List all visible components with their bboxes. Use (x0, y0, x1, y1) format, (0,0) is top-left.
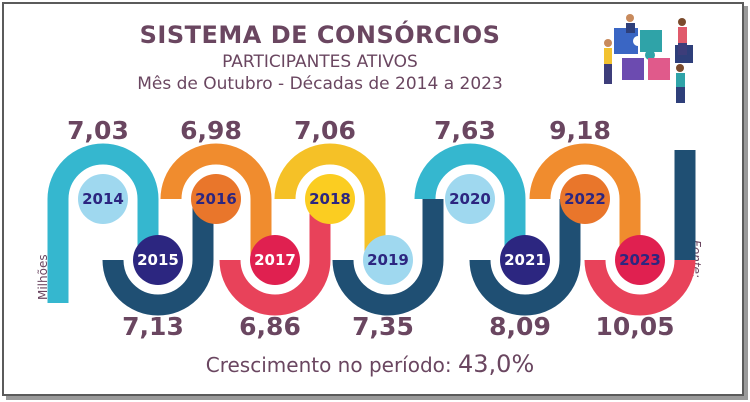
ribbon-segment-2016 (160, 143, 272, 200)
ribbon-segment-2017 (219, 259, 331, 316)
puzzle-piece-pink (648, 58, 670, 80)
person-head (676, 64, 684, 72)
person-head (626, 14, 634, 22)
year-badge-2019 (363, 235, 413, 285)
year-label: 2020 (449, 190, 491, 208)
value-label-2018: 7,06 (294, 116, 356, 145)
value-label-2019: 7,35 (352, 312, 414, 341)
person-legs (604, 64, 612, 84)
ribbon-segment-2018 (274, 143, 386, 200)
year-badge-2016 (191, 174, 241, 224)
value-label-2017: 6,86 (239, 312, 301, 341)
person-legs (678, 43, 687, 55)
value-labels: 7,03 7,13 6,98 6,86 7,06 7,35 7,63 8,09 9,18 10,0… (67, 116, 674, 341)
year-badge-2023 (615, 235, 665, 285)
chart-subtitle: PARTICIPANTES ATIVOS (222, 52, 418, 72)
chart-period: Mês de Outubro - Décadas de 2014 a 2023 (137, 74, 503, 94)
value-label-2014: 7,03 (67, 116, 129, 145)
ribbon-segment-2015 (102, 259, 214, 316)
ribbon-segment-2021 (469, 259, 581, 316)
year-label: 2022 (564, 190, 606, 208)
year-badge-2022 (560, 174, 610, 224)
person-body (678, 27, 687, 43)
year-label: 2014 (82, 190, 124, 208)
ribbon-segment-2022 (529, 143, 641, 200)
year-label: 2021 (504, 251, 546, 269)
year-label: 2018 (309, 190, 351, 208)
ribbon-segment-2020 (414, 143, 526, 200)
person-head (604, 39, 612, 47)
person-legs (676, 87, 685, 103)
year-badge-2014 (78, 174, 128, 224)
value-label-2016: 6,98 (180, 116, 242, 145)
value-label-2023: 10,05 (595, 312, 674, 341)
puzzle-piece-blue (614, 28, 638, 54)
year-badge-2021 (500, 235, 550, 285)
puzzle-piece-teal (640, 30, 662, 60)
growth-footer: Crescimento no período: 43,0% (0, 350, 740, 378)
value-label-2021: 8,09 (489, 312, 551, 341)
value-label-2015: 7,13 (122, 312, 184, 341)
value-label-2020: 7,63 (434, 116, 496, 145)
value-label-2022: 9,18 (549, 116, 611, 145)
chart-title: SISTEMA DE CONSÓRCIOS (139, 21, 501, 49)
growth-label: Crescimento no período: (205, 353, 452, 377)
person-body (626, 23, 635, 33)
puzzle-piece-purple (622, 58, 644, 80)
puzzle-people-illustration (604, 14, 693, 103)
year-badge-2015 (133, 235, 183, 285)
growth-value: 43,0% (458, 350, 535, 378)
year-label: 2017 (254, 251, 296, 269)
year-label: 2016 (195, 190, 237, 208)
year-label: 2023 (619, 251, 661, 269)
ribbon-segment-2023 (584, 259, 696, 316)
ribbon-segment-2019 (332, 259, 444, 316)
year-badge-2018 (305, 174, 355, 224)
person-body (604, 48, 612, 64)
year-badge-2020 (445, 174, 495, 224)
year-badge-2017 (250, 235, 300, 285)
ribbon-segment-2014 (47, 143, 159, 200)
person-head (678, 18, 686, 26)
year-label: 2015 (137, 251, 179, 269)
year-badges: 2014 2015 2016 2017 2018 2019 2020 2021 2022 2023 (78, 174, 665, 285)
year-label: 2019 (367, 251, 409, 269)
person-body (676, 73, 685, 87)
